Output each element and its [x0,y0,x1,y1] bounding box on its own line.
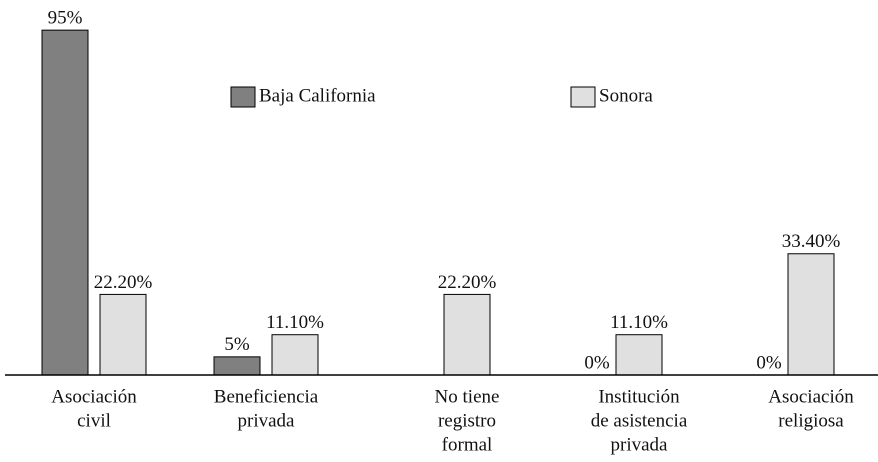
value-label: 95% [48,8,83,29]
x-tick-label: de asistencia [591,410,688,431]
value-label: 22.20% [438,272,497,293]
bar [615,334,663,376]
legend-swatch [570,86,596,108]
bar [41,29,89,376]
bar [443,293,491,376]
x-tick-label: Asociación [768,386,854,407]
bar [99,293,147,376]
x-tick-label: religiosa [778,410,844,431]
legend-label: Sonora [599,85,653,106]
x-tick-label: privada [611,434,669,455]
value-label: 5% [224,334,250,355]
value-label: 33.40% [782,231,841,252]
value-label: 0% [756,352,782,373]
bar [271,334,319,376]
x-tick-label: registro [438,410,496,431]
bar [213,356,261,376]
x-tick-label: Asociación [51,386,137,407]
x-tick-label: civil [77,410,111,431]
x-tick-label: No tiene [435,386,500,407]
legend-label: Baja California [259,85,376,106]
legend-swatch [230,86,256,108]
x-tick-label: Beneficiencia [214,386,319,407]
value-label: 11.10% [266,312,324,333]
x-tick-label: Institución [598,386,680,407]
value-label: 11.10% [610,312,668,333]
bar [787,253,835,376]
x-tick-label: privada [238,410,296,431]
x-tick-label: formal [442,434,493,455]
value-label: 22.20% [94,272,153,293]
value-label: 0% [584,352,610,373]
